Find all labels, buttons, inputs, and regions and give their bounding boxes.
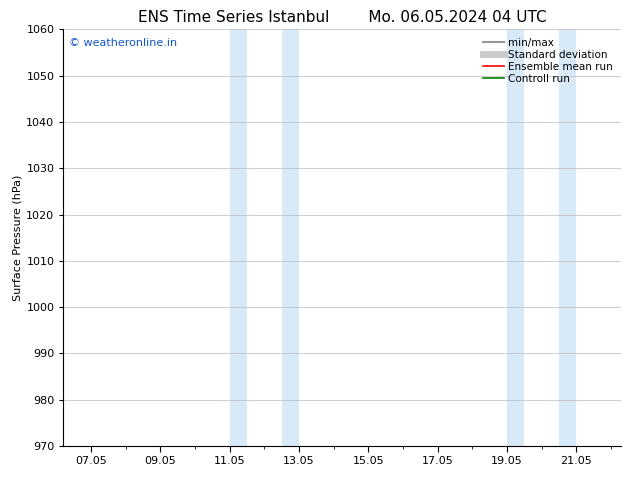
Legend: min/max, Standard deviation, Ensemble mean run, Controll run: min/max, Standard deviation, Ensemble me… xyxy=(480,35,616,87)
Bar xyxy=(281,29,299,446)
Bar xyxy=(559,29,576,446)
Title: ENS Time Series Istanbul        Mo. 06.05.2024 04 UTC: ENS Time Series Istanbul Mo. 06.05.2024 … xyxy=(138,10,547,25)
Text: © weatheronline.in: © weatheronline.in xyxy=(69,38,177,48)
Y-axis label: Surface Pressure (hPa): Surface Pressure (hPa) xyxy=(12,174,22,301)
Bar xyxy=(507,29,524,446)
Bar xyxy=(230,29,247,446)
